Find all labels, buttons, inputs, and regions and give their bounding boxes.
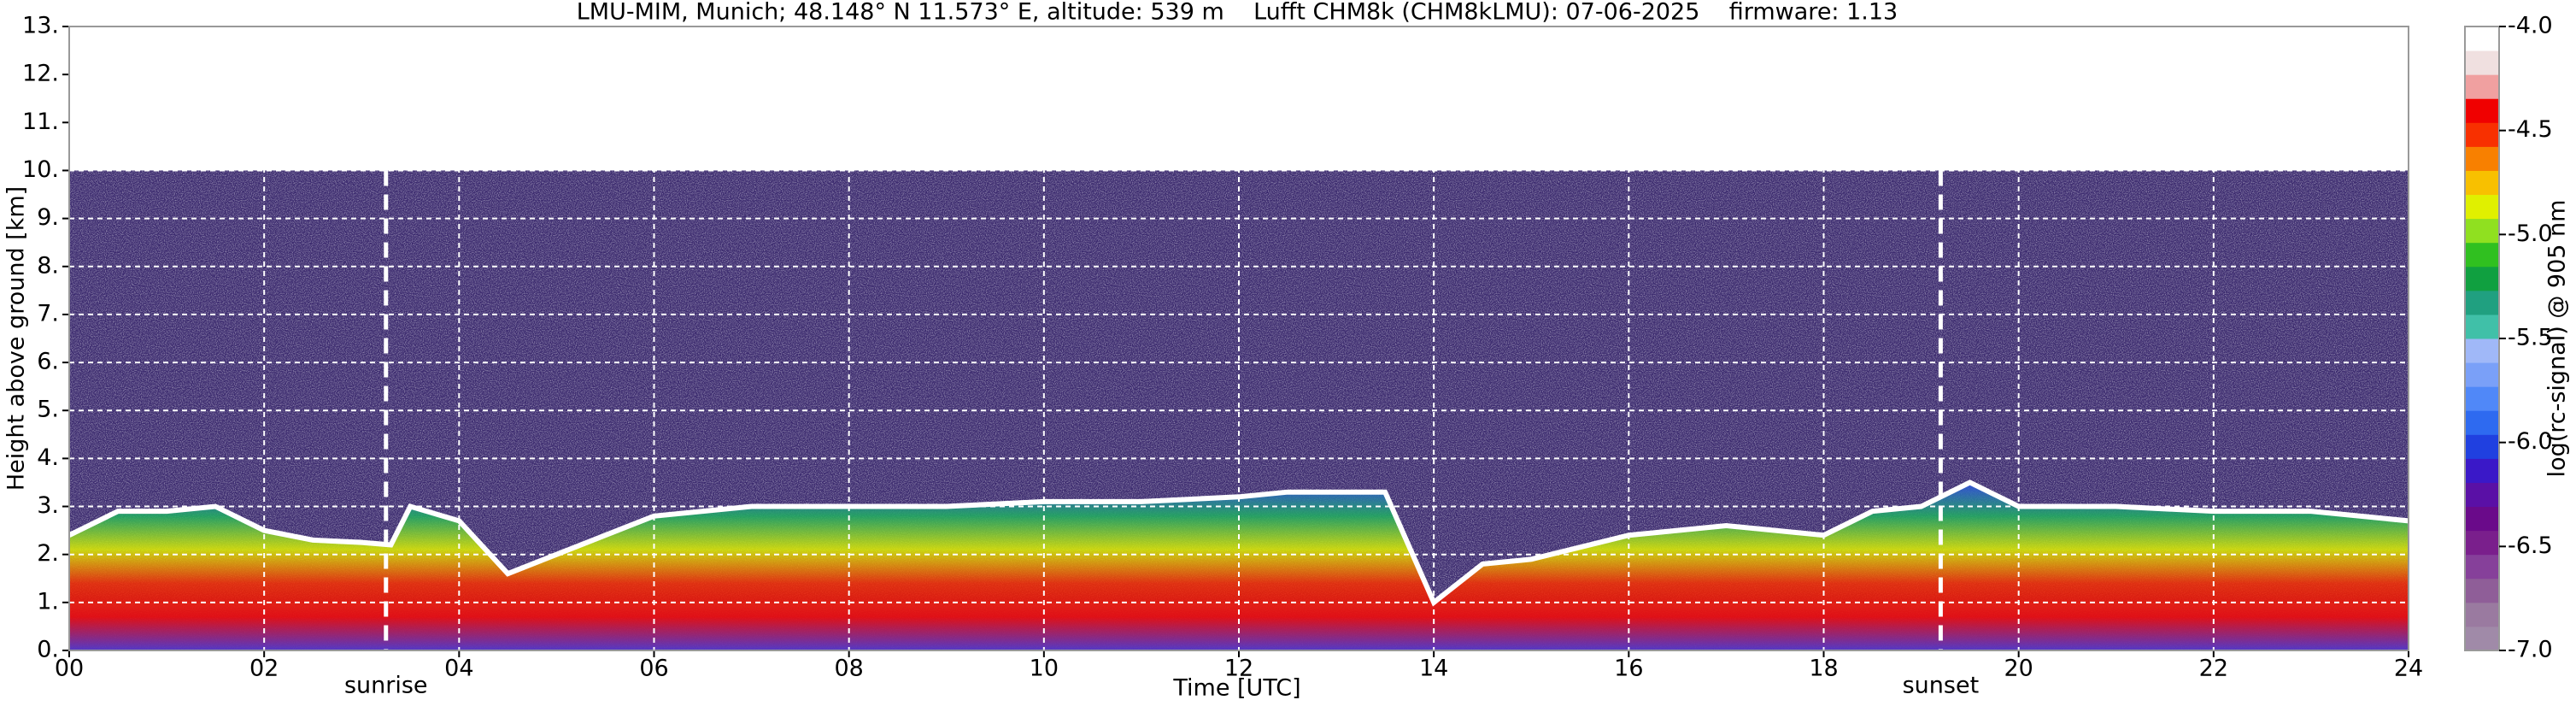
y-tick-label: 9. [37,204,59,231]
x-tick-label: 02 [249,656,279,682]
y-tick-label: 8. [37,252,59,279]
colorbar-segment [2465,122,2499,147]
colorbar-segment [2465,218,2499,244]
x-tick-label: 06 [639,656,668,682]
x-tick-label: 10 [1030,656,1059,682]
annotation-label: sunset [1903,673,1980,699]
colorbar-segment [2465,554,2499,580]
y-tick-label: 5. [37,397,59,423]
colorbar-tick-label: -6.5 [2508,532,2553,559]
y-tick-label: 1. [37,588,59,615]
colorbar-segment [2465,626,2499,651]
colorbar-segment [2465,386,2499,411]
colorbar-segment [2465,458,2499,483]
colorbar-segment [2465,434,2499,459]
colorbar-segment [2465,530,2499,556]
y-tick-label: 0. [37,637,59,663]
colorbar-tick-label: -6.0 [2508,428,2553,455]
y-tick-label: 6. [37,349,59,375]
y-tick-label: 12. [22,61,59,87]
colorbar-tick-label: -5.0 [2508,221,2553,247]
colorbar-segment [2465,410,2499,435]
y-tick-label: 7. [37,300,59,327]
colorbar-segment [2465,26,2499,51]
colorbar-segment [2465,266,2499,291]
colorbar-segment [2465,602,2499,627]
colorbar-segment [2465,242,2499,268]
colorbar-segment [2465,290,2499,315]
x-tick-label: 12 [1224,656,1253,682]
colorbar-tick-label: -7.0 [2508,637,2553,663]
x-axis-label: Time [UTC] [1172,675,1300,702]
colorbar-segment [2465,98,2499,123]
chart-title: LMU-MIM, Munich; 48.148° N 11.573° E, al… [577,0,1898,26]
y-tick-label: 2. [37,540,59,567]
colorbar-tick-label: -5.5 [2508,325,2553,351]
y-tick-label: 4. [37,444,59,471]
x-tick-label: 16 [1614,656,1643,682]
y-tick-label: 3. [37,492,59,519]
layer-top-line [67,479,2409,607]
colorbar-tick-label: -4.0 [2508,13,2553,39]
colorbar-segment [2465,194,2499,220]
colorbar-segment [2465,578,2499,603]
colorbar-segment [2465,338,2499,363]
x-tick-label: 18 [1809,656,1838,682]
colorbar-segment [2465,170,2499,196]
x-tick-label: 24 [2394,656,2423,682]
colorbar-segment [2465,146,2499,171]
y-axis-label: Height above ground [km] [3,186,30,491]
colorbar-label: log(rc-signal) @ 905 nm [2544,200,2571,478]
x-tick-label: 00 [55,656,84,682]
y-tick-label: 10. [22,156,59,183]
x-tick-label: 04 [444,656,473,682]
plot-frame [68,26,2409,651]
colorbar-segment [2465,50,2499,75]
y-tick-label: 11. [22,109,59,135]
x-tick-label: 22 [2199,656,2228,682]
x-tick-label: 14 [1419,656,1448,682]
colorbar-segment [2465,506,2499,532]
y-tick-label: 13. [22,13,59,39]
colorbar-segment [2465,314,2499,339]
colorbar-segment [2465,482,2499,508]
x-tick-label: 20 [2004,656,2033,682]
x-tick-label: 08 [834,656,863,682]
colorbar-segment [2465,74,2499,99]
annotation-label: sunrise [344,673,428,699]
colorbar-tick-label: -4.5 [2508,116,2553,143]
colorbar-segment [2465,362,2499,387]
